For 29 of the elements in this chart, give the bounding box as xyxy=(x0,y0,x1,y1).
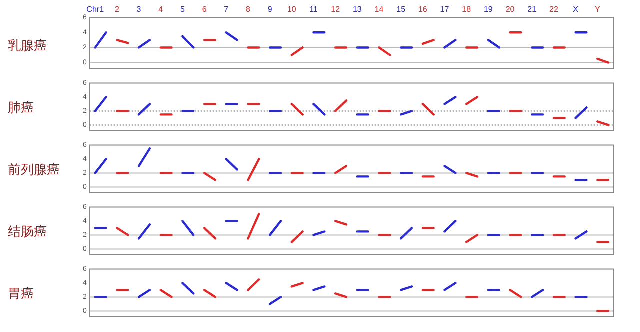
x-tick-label: 15 xyxy=(396,5,406,14)
x-tick-label: 10 xyxy=(287,5,297,14)
x-tick-label: 13 xyxy=(352,5,362,14)
y-axis-title: 前列腺癌 xyxy=(8,162,60,179)
x-tick-label: 21 xyxy=(528,5,538,14)
x-tick-label: 6 xyxy=(202,5,208,14)
x-tick-label: 12 xyxy=(331,5,341,14)
x-tick-label: 2 xyxy=(114,5,120,14)
y-axis-title: 肺癌 xyxy=(8,100,34,117)
x-tick-label: 5 xyxy=(180,5,186,14)
x-tick-label: 22 xyxy=(549,5,559,14)
x-tick-label: Chr1 xyxy=(86,5,105,14)
y-axis-title: 结肠癌 xyxy=(8,224,47,241)
x-tick-label: 17 xyxy=(440,5,450,14)
x-tick-label: 18 xyxy=(462,5,472,14)
x-tick-label: 19 xyxy=(484,5,494,14)
x-tick-label: 7 xyxy=(224,5,230,14)
x-tick-label: 8 xyxy=(246,5,251,14)
x-tick-label: 16 xyxy=(418,5,428,14)
x-tick-label: Y xyxy=(594,5,601,14)
x-tick-label: 11 xyxy=(310,5,318,14)
x-tick-label: 4 xyxy=(158,5,164,14)
x-tick-label: 9 xyxy=(268,5,273,14)
y-axis-title: 胃癌 xyxy=(8,286,34,303)
x-tick-label: 3 xyxy=(136,5,142,14)
x-tick-label: 14 xyxy=(374,5,384,14)
x-tick-label: X xyxy=(573,5,580,14)
y-axis-title: 乳腺癌 xyxy=(8,38,47,55)
x-tick-label: 20 xyxy=(506,5,516,14)
